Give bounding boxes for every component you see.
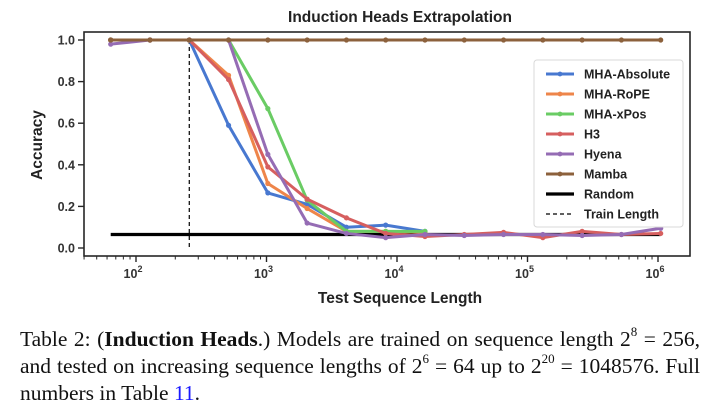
caption-exponent: 8 [630,323,638,339]
y-tick-label: 0.2 [58,200,75,214]
data-point [265,190,271,196]
data-point [343,37,350,43]
legend-label: Hyena [584,148,623,162]
caption-exponent: 20 [541,350,555,366]
x-tick-label: 102 [124,264,143,281]
legend-box [533,59,684,228]
x-tick-label: 104 [385,264,404,281]
axes-frame [83,31,691,257]
caption-bold-title: Induction Heads [104,327,258,351]
caption-text: = 1048576. Full numbers in Table [20,354,700,405]
data-point [304,220,310,226]
data-point [225,37,232,43]
series-mamba [108,37,664,43]
data-point [618,37,625,43]
data-point [383,222,389,228]
data-point [618,231,625,238]
legend-marker [557,151,563,157]
data-point [265,37,271,43]
caption-label: Table 2: ( [20,327,105,351]
y-tick-label: 1.0 [58,34,75,48]
data-point [383,37,389,43]
caption-text: = 64 up to 2 [429,354,542,378]
data-point [225,76,232,83]
figure-caption: Table 2: (Induction Heads.) Models are t… [20,323,700,407]
data-point [265,151,271,157]
x-axis-label: Test Sequence Length [318,290,482,307]
axes-layer: 0.0 0.2 0.4 0.6 0.8 1.0 102 103 104 105 106 [58,31,691,281]
data-point [343,215,350,221]
legend-entry-mamba: Mamba [546,168,628,182]
data-point [304,205,310,212]
caption-exponent: 6 [422,350,430,366]
data-point [422,37,428,43]
data-point [304,37,310,43]
legend-marker [557,71,563,77]
legend-entry-mha-absolute: MHA-Absolute [546,68,670,82]
caption-text: . [194,381,201,405]
data-point [186,37,192,43]
legend-label: Random [584,188,634,202]
legend-entry-mha-xpos: MHA-xPos [546,108,647,122]
data-point [540,37,546,43]
legend-entry-random: Random [546,188,634,202]
series-layer [108,37,664,250]
data-point [265,106,271,112]
chart: Induction Heads Extrapolation 0.00.20.40… [29,9,691,307]
x-tick-exponent: 2 [137,264,142,274]
y-tick-label: 0.4 [58,158,75,172]
data-point [304,196,310,202]
data-point [383,235,389,241]
legend-label: Train Length [584,208,659,222]
data-point [147,37,153,43]
x-tick-label: 105 [515,264,534,281]
data-point [579,37,585,43]
legend-marker [557,91,563,97]
data-point [422,231,428,238]
data-point [461,37,467,43]
data-point [265,180,271,187]
x-tick-exponent: 3 [268,264,273,274]
legend-entry-h3: H3 [546,128,600,142]
x-tick-exponent: 5 [529,264,534,274]
data-point [658,37,664,43]
data-point [579,228,585,234]
y-tick-label: 0.8 [58,75,75,89]
legend-label: H3 [584,128,600,142]
data-point [343,230,350,237]
data-point [658,230,664,237]
legend-marker [557,131,563,137]
chart-title: Induction Heads Extrapolation [288,9,512,26]
legend-label: MHA-xPos [584,108,647,122]
x-tick-exponent: 6 [659,264,664,274]
legend-entry-mha-rope: MHA-RoPE [546,88,650,102]
data-point [225,122,232,128]
y-tick-label: 0.6 [58,117,75,131]
caption-text: = 256, and tested on increasing sequence… [20,327,700,378]
y-tick-label: 0.0 [58,242,75,256]
legend-marker [557,111,563,117]
data-point [500,231,507,238]
legend-label: MHA-RoPE [584,88,650,102]
legend-entry-hyena: Hyena [546,148,623,162]
y-axis-label: Accuracy [29,110,46,180]
table-reference-link[interactable]: 11 [173,381,195,405]
data-point [108,41,114,47]
data-point [265,164,271,170]
legend-label: Mamba [584,168,628,182]
data-point [500,37,507,43]
x-tick-label: 106 [646,264,665,281]
data-point [461,232,467,239]
legend-label: MHA-Absolute [584,68,670,82]
legend-entry-train-length: Train Length [546,208,659,222]
x-tick-label: 103 [254,264,273,281]
data-point [579,232,585,239]
data-point [108,37,114,43]
legend-marker [557,171,563,177]
x-tick-exponent: 4 [398,264,403,274]
data-point [383,230,389,237]
data-point [540,231,546,238]
caption-text: .) Models are trained on sequence length… [257,327,631,351]
legend: MHA-Absolute MHA-RoPE MHA-xPos H3 Hyena Mamba… [533,59,684,228]
